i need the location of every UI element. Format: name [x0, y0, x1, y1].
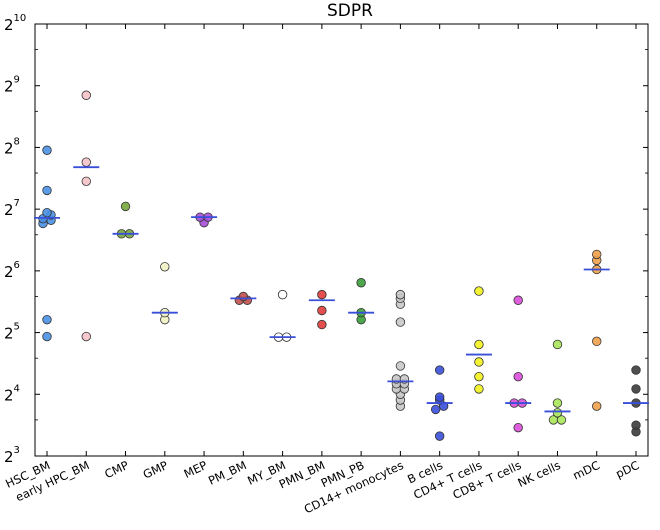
data-point [631, 365, 641, 375]
y-tick-exponent: 9 [14, 75, 20, 86]
x-tick-label: CMP [102, 458, 131, 481]
x-tick-label: pDC [613, 458, 641, 481]
y-tick-label: 27 [4, 198, 20, 219]
x-tick-label: PM_BM [206, 458, 249, 488]
y-tick-exponent: 8 [14, 136, 20, 147]
data-point [474, 339, 484, 350]
y-tick-label: 210 [4, 13, 26, 34]
data-point [552, 408, 563, 418]
data-point [556, 415, 567, 425]
data-point [160, 262, 170, 272]
y-tick-exponent: 7 [14, 198, 20, 209]
y-tick-label: 28 [4, 136, 20, 157]
x-tick-label: GMP [141, 458, 170, 482]
data-point [42, 145, 52, 155]
data-point [81, 331, 91, 342]
data-point [317, 305, 327, 316]
data-point [474, 371, 484, 382]
data-point [120, 201, 131, 212]
y-tick-base: 2 [4, 386, 14, 404]
y-tick-exponent: 4 [14, 383, 20, 394]
data-point [592, 249, 602, 260]
y-tick-exponent: 10 [14, 13, 27, 24]
data-point [317, 289, 327, 300]
data-point [552, 398, 563, 408]
data-point [430, 404, 441, 415]
data-point [81, 90, 91, 100]
x-tick-label: NK cells [515, 458, 562, 490]
data-point [81, 176, 91, 186]
y-tick-base: 2 [4, 139, 14, 157]
data-point [631, 420, 641, 430]
y-tick-label: 29 [4, 75, 20, 96]
y-tick-base: 2 [4, 325, 14, 343]
data-point [592, 336, 602, 347]
data-point [238, 291, 249, 302]
y-tick-label: 26 [4, 260, 20, 281]
data-point [42, 207, 52, 218]
y-tick-label: 24 [4, 383, 20, 404]
x-tick-label: MEP [182, 458, 210, 481]
data-point [434, 431, 445, 441]
data-point [631, 384, 641, 394]
y-tick-base: 2 [4, 263, 14, 281]
data-point [42, 314, 52, 325]
data-point [474, 286, 484, 296]
y-tick-base: 2 [4, 201, 14, 219]
y-tick-base: 2 [4, 16, 14, 34]
data-point [474, 357, 484, 367]
y-tick-label: 25 [4, 322, 20, 343]
data-point [434, 365, 445, 375]
data-point [434, 392, 445, 402]
y-tick-base: 2 [4, 448, 14, 466]
data-point [513, 371, 523, 382]
data-point [356, 278, 366, 288]
data-point [395, 361, 406, 371]
data-point [395, 317, 406, 327]
chart-title: SDPR [327, 1, 373, 21]
data-point [277, 289, 288, 300]
data-point [395, 289, 406, 300]
data-point [513, 422, 523, 433]
data-point [552, 339, 563, 350]
y-tick-exponent: 5 [14, 322, 20, 333]
data-point [81, 157, 91, 167]
x-tick-label: PMN_BM [277, 458, 327, 491]
data-point [42, 185, 52, 196]
plot-area [34, 23, 649, 457]
data-point [42, 331, 52, 342]
data-point [474, 384, 484, 394]
y-tick-base: 2 [4, 78, 14, 96]
y-tick-exponent: 6 [14, 260, 20, 271]
data-point [513, 295, 523, 305]
y-tick-label: 23 [4, 445, 20, 466]
y-tick-exponent: 3 [14, 445, 20, 456]
x-tick-label: mDC [571, 458, 602, 483]
data-point [317, 319, 327, 330]
data-point [592, 401, 602, 411]
